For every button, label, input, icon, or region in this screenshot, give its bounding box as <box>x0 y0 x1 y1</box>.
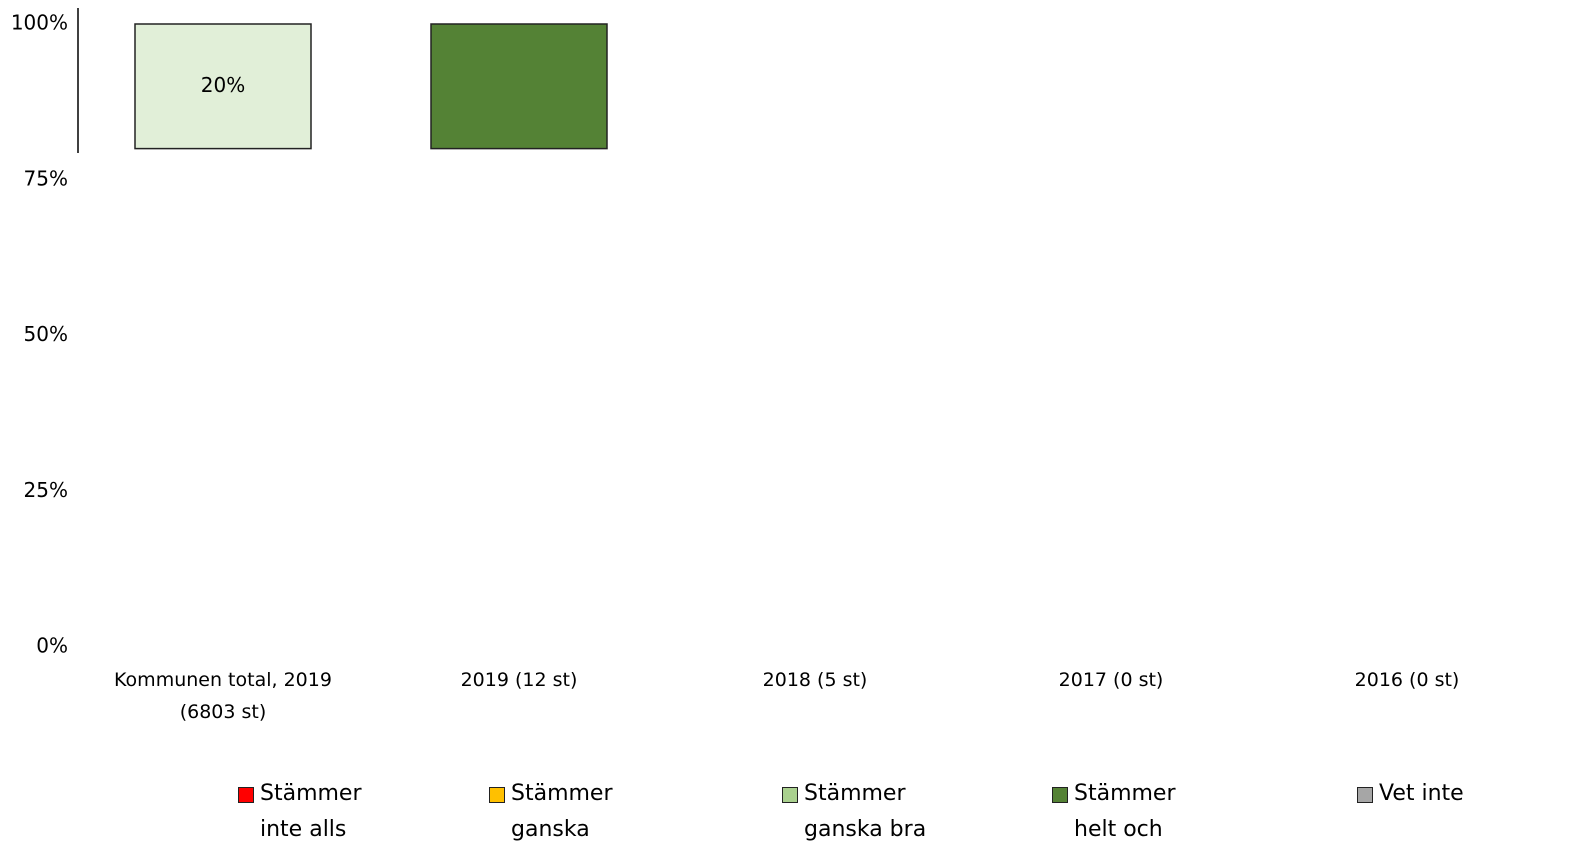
bar-segment <box>430 23 608 150</box>
legend-item: Stämmer helt och hållet <box>1052 776 1214 847</box>
bar-segment <box>134 23 312 150</box>
legend-swatch <box>1357 787 1373 803</box>
legend-swatch <box>489 787 505 803</box>
legend-item: Stämmer inte alls <box>238 776 400 847</box>
legend-item: Stämmer ganska bra <box>782 776 944 847</box>
y-tick-label: 25% <box>24 478 68 502</box>
legend-label: Stämmer ganska bra <box>804 781 927 842</box>
x-tick-label: 2019 (12 st) <box>460 669 578 691</box>
legend-item: Vet inte <box>1357 776 1519 812</box>
x-tick-label: 2017 (0 st) <box>1058 669 1164 691</box>
legend-item: Stämmer ganska dåligt <box>489 776 651 847</box>
y-tick-label: 100% <box>11 11 68 35</box>
y-tick-label: 0% <box>36 634 68 658</box>
legend-swatch <box>782 787 798 803</box>
legend-label: Stämmer helt och hållet <box>1074 781 1176 842</box>
data-label: 20% <box>201 73 245 97</box>
y-tick-label: 75% <box>24 166 68 190</box>
legend-label: Stämmer inte alls <box>260 781 362 842</box>
x-tick-label: 2018 (5 st) <box>762 669 868 691</box>
legend-label: Stämmer ganska dåligt <box>511 781 613 842</box>
legend-swatch <box>238 787 254 803</box>
legend-swatch <box>1052 787 1068 803</box>
y-tick-label: 50% <box>24 322 68 346</box>
legend-label: Vet inte <box>1379 781 1464 806</box>
x-tick-label: 2016 (0 st) <box>1354 669 1460 691</box>
x-tick-label: Kommunen total, 2019 (6803 st) <box>114 669 332 723</box>
